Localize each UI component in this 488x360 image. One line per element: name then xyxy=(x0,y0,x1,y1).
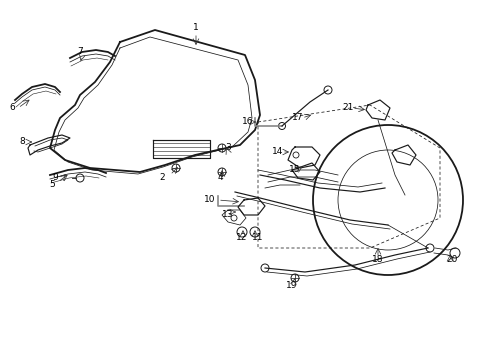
Text: 15: 15 xyxy=(289,166,300,175)
Text: 14: 14 xyxy=(272,148,283,157)
Text: 17: 17 xyxy=(292,113,303,122)
Text: 20: 20 xyxy=(446,256,457,265)
Text: 21: 21 xyxy=(342,104,353,112)
Text: 13: 13 xyxy=(222,211,233,220)
Text: 5: 5 xyxy=(49,180,55,189)
Text: 11: 11 xyxy=(252,234,263,243)
Text: 12: 12 xyxy=(236,234,247,243)
Text: 7: 7 xyxy=(77,48,82,57)
Text: 4: 4 xyxy=(217,174,223,183)
Text: 19: 19 xyxy=(285,280,297,289)
Text: 8: 8 xyxy=(19,138,25,147)
Text: 6: 6 xyxy=(9,104,15,112)
Text: 16: 16 xyxy=(242,117,253,126)
Text: 10: 10 xyxy=(204,195,215,204)
Text: 2: 2 xyxy=(159,174,164,183)
Text: 3: 3 xyxy=(224,144,230,153)
Text: 18: 18 xyxy=(371,256,383,265)
Text: 1: 1 xyxy=(193,23,199,32)
Text: 9: 9 xyxy=(52,174,58,183)
